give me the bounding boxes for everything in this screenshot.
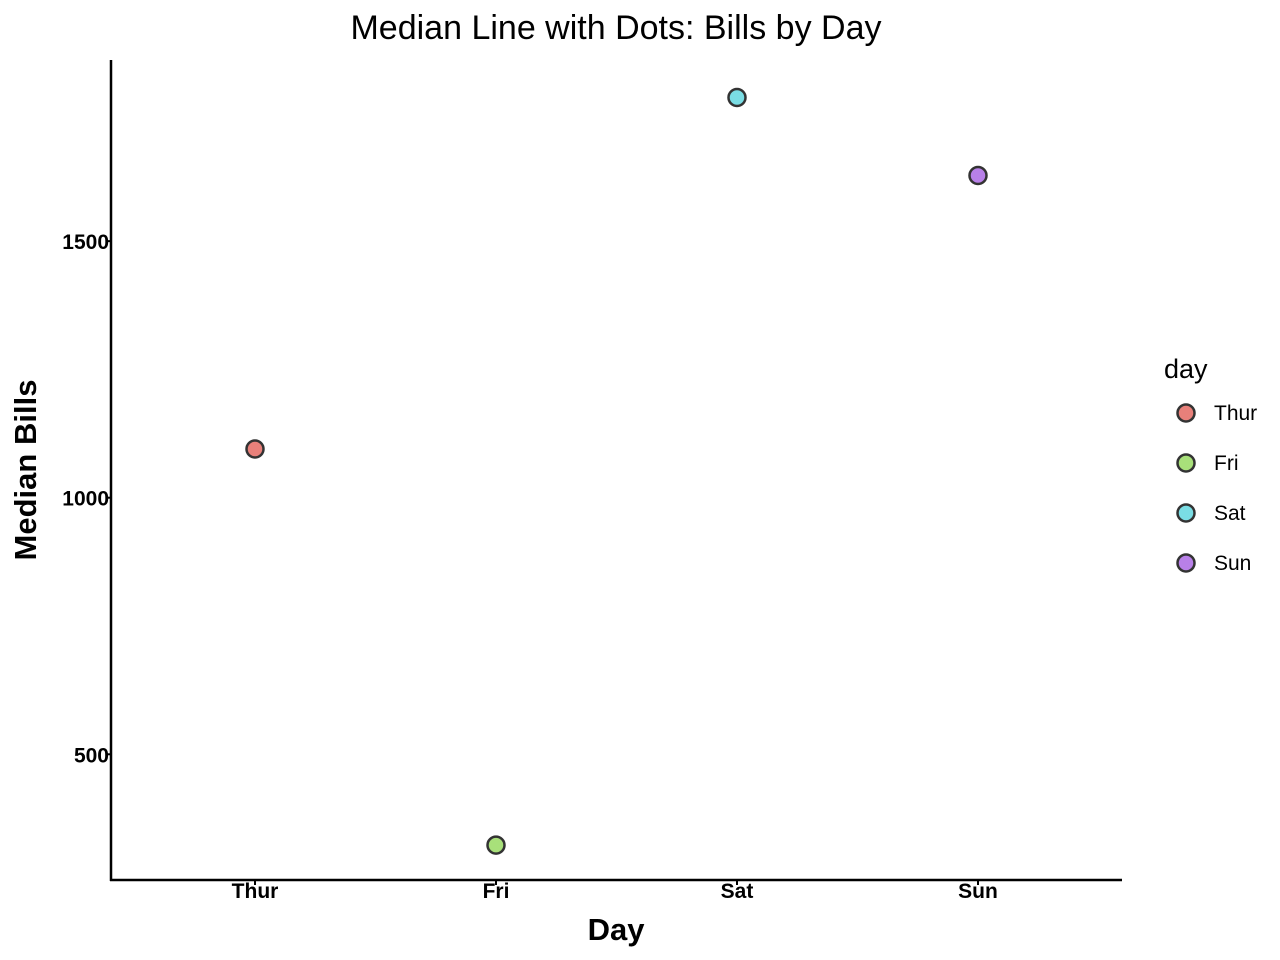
legend-swatch-fri [1176,453,1196,473]
y-axis-title: Median Bills [8,380,43,561]
data-point-sun [968,165,988,186]
legend-items: Thur Fri Sat Sun [1176,402,1257,575]
legend-label-thur: Thur [1214,402,1257,425]
x-ticks: Thur Fri Sat Sun [232,880,998,903]
y-tick-label: 1000 [62,488,109,511]
legend: day Thur Fri Sat Sun [1164,354,1257,575]
data-points [245,87,988,855]
data-point-fri [486,835,506,855]
legend-swatch-thur [1176,403,1196,423]
data-point-sat [727,87,747,108]
chart-title: Median Line with Dots: Bills by Day [350,9,881,47]
legend-label-fri: Fri [1214,452,1239,475]
y-tick-label: 500 [74,744,109,767]
x-tick-label: Thur [232,880,279,903]
plot-area: 500 1000 1500 Thur Fri Sat Sun [62,60,1122,903]
data-point-thur [245,439,265,459]
x-tick-label: Sun [958,880,998,903]
y-ticks: 500 1000 1500 [62,231,111,767]
legend-swatch-sat [1176,503,1196,523]
legend-label-sun: Sun [1214,552,1251,575]
x-tick-label: Fri [483,880,510,903]
x-axis-title: Day [588,912,646,947]
legend-swatch-sun [1176,553,1196,573]
legend-title: day [1164,354,1208,384]
legend-label-sat: Sat [1214,502,1246,525]
y-tick-label: 1500 [62,231,109,254]
x-tick-label: Sat [721,880,754,903]
